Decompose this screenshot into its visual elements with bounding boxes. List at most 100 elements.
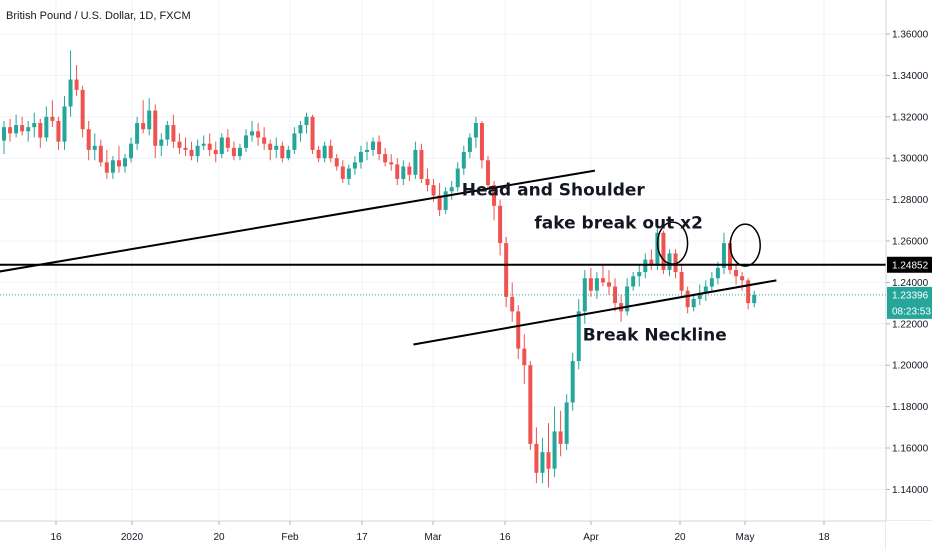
candle bbox=[667, 249, 672, 277]
candle-body bbox=[504, 243, 509, 297]
candle-body bbox=[153, 110, 158, 146]
candle-body bbox=[8, 127, 13, 134]
candle bbox=[358, 145, 363, 169]
x-tick-label: 20 bbox=[213, 532, 225, 543]
candle-body bbox=[68, 79, 73, 107]
candle-body bbox=[365, 149, 369, 152]
candle-body bbox=[225, 137, 230, 148]
candle bbox=[38, 118, 43, 148]
candle bbox=[231, 141, 236, 161]
candle-body bbox=[425, 178, 430, 186]
y-tick-label: 1.32000 bbox=[892, 112, 929, 123]
y-tick-label: 1.16000 bbox=[892, 444, 929, 455]
candle bbox=[207, 133, 212, 157]
candle-body bbox=[352, 162, 357, 169]
candle bbox=[280, 141, 285, 163]
candle bbox=[219, 133, 224, 159]
candle bbox=[225, 129, 230, 152]
candle-body bbox=[697, 292, 702, 299]
highlight-circle bbox=[656, 221, 689, 265]
candle bbox=[56, 116, 61, 150]
candle-body bbox=[14, 125, 19, 134]
x-tick-label: 16 bbox=[499, 532, 511, 543]
candle bbox=[44, 106, 49, 142]
candle bbox=[564, 394, 569, 451]
candle bbox=[310, 114, 315, 155]
candle bbox=[62, 96, 67, 150]
candle bbox=[189, 141, 194, 161]
candle-body bbox=[195, 145, 200, 157]
candle bbox=[570, 352, 575, 411]
candle-body bbox=[661, 232, 666, 270]
candle bbox=[504, 236, 509, 308]
candle bbox=[195, 139, 200, 163]
annotations: Head and Shoulder fake break out x2 Break … bbox=[462, 180, 727, 345]
candle-body bbox=[431, 185, 436, 196]
candle-body bbox=[32, 123, 37, 128]
candle-body bbox=[389, 162, 394, 165]
current-price-badge: 1.23396 08:23:53 bbox=[887, 286, 932, 319]
candle bbox=[250, 120, 255, 142]
candle-body bbox=[256, 131, 261, 138]
candle bbox=[407, 162, 412, 181]
candle bbox=[752, 290, 757, 308]
candle bbox=[625, 278, 630, 316]
candle-body bbox=[56, 120, 61, 142]
candle bbox=[292, 127, 297, 155]
candle-body bbox=[721, 243, 726, 268]
candle bbox=[479, 120, 484, 169]
candle-body bbox=[510, 296, 515, 312]
candle bbox=[141, 100, 146, 134]
candle-body bbox=[625, 286, 630, 312]
candle bbox=[467, 133, 472, 159]
time-axis[interactable]: 16 2020 20 Feb 17 Mar 16 Apr 20 May 18 bbox=[50, 521, 830, 543]
candle-body bbox=[473, 123, 478, 138]
candle-body bbox=[534, 443, 539, 473]
candle-body bbox=[116, 160, 121, 167]
candle bbox=[123, 154, 127, 173]
candle bbox=[534, 427, 539, 484]
candle-body bbox=[552, 431, 557, 469]
y-tick-label: 1.36000 bbox=[892, 30, 929, 41]
annotation-label: Head and Shoulder bbox=[462, 180, 646, 200]
candle-body bbox=[395, 164, 400, 179]
candle bbox=[340, 160, 345, 184]
candle-body bbox=[274, 145, 279, 150]
candle bbox=[74, 65, 79, 97]
candle-body bbox=[280, 145, 285, 159]
candle bbox=[80, 85, 85, 138]
trendline bbox=[0, 169, 596, 273]
candle-body bbox=[177, 141, 182, 148]
candle-body bbox=[498, 205, 503, 244]
candle-body bbox=[734, 269, 739, 277]
candle-body bbox=[383, 154, 388, 163]
highlight-circle bbox=[729, 223, 761, 267]
candle bbox=[237, 143, 242, 161]
candle bbox=[346, 164, 351, 186]
candle-body bbox=[709, 278, 714, 287]
trendline bbox=[413, 279, 777, 346]
candle-body bbox=[286, 149, 291, 159]
candle-body bbox=[44, 116, 49, 138]
candle bbox=[419, 143, 424, 184]
candle-body bbox=[728, 243, 732, 270]
candle-body bbox=[250, 131, 255, 136]
candle-body bbox=[558, 431, 563, 444]
candle-body bbox=[449, 187, 454, 192]
candle bbox=[328, 139, 333, 163]
candle-body bbox=[262, 137, 267, 144]
x-tick-label: 18 bbox=[818, 532, 830, 543]
candle bbox=[661, 230, 666, 275]
axis-corner bbox=[886, 521, 932, 550]
candle bbox=[177, 133, 182, 155]
price-axis[interactable]: 1.36000 1.34000 1.32000 1.30000 1.28000 1.260… bbox=[886, 30, 929, 496]
annotation-label: fake break out x2 bbox=[534, 214, 703, 234]
candle bbox=[637, 263, 642, 287]
candle bbox=[607, 269, 611, 295]
candle bbox=[395, 158, 400, 186]
candle-body bbox=[643, 259, 648, 273]
candle bbox=[26, 120, 31, 142]
candle bbox=[498, 199, 503, 256]
candle-body bbox=[588, 278, 593, 291]
